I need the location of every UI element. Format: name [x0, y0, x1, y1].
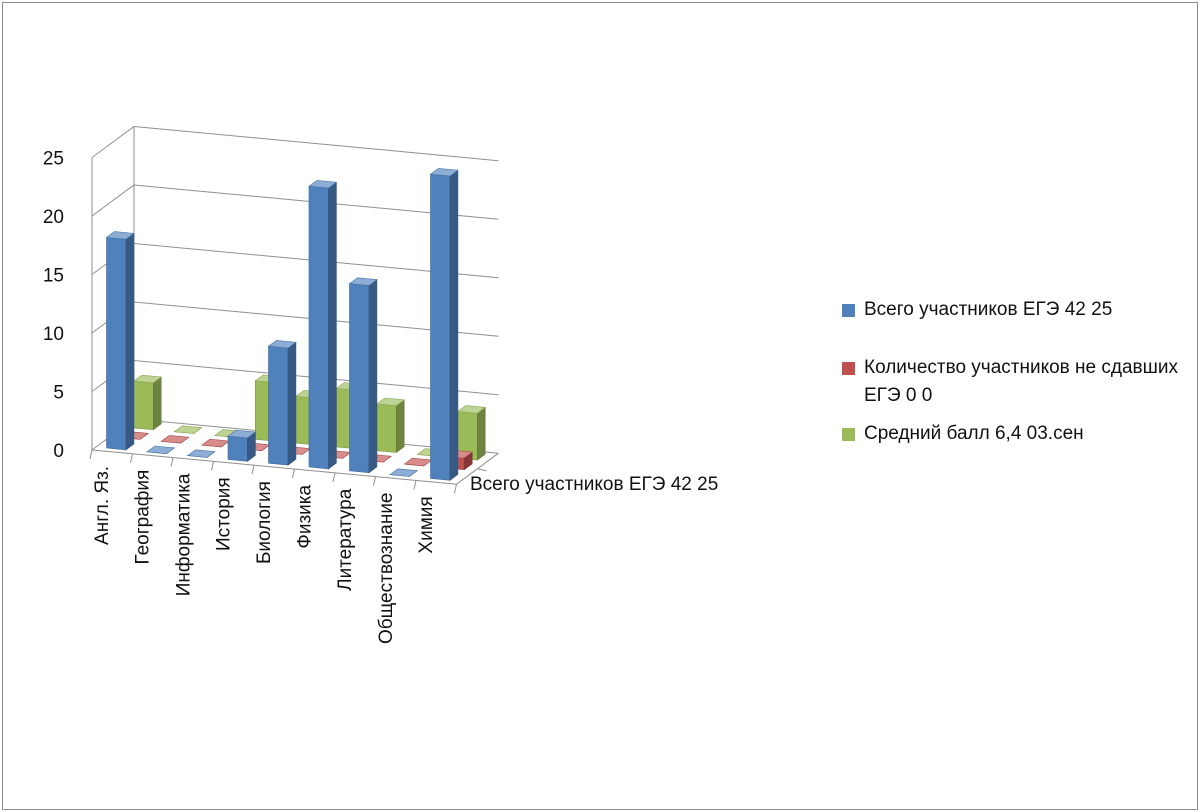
bar-total-7 [389, 468, 419, 477]
legend-item-average: Средний балл 6,4 03.сен [842, 420, 1182, 448]
x-tick-label-5: Физика [295, 484, 316, 548]
y-tick-label-0: 0 [53, 441, 64, 462]
bar-total-8 [429, 168, 459, 481]
x-tick-label-1: География [133, 470, 154, 565]
y-tick-label-5: 25 [43, 149, 64, 170]
x-tick-0 [89, 449, 93, 460]
x-tick-5 [292, 468, 295, 479]
x-tick-label-7: Обществознание [376, 493, 397, 645]
y-tick-label-3: 15 [43, 266, 64, 287]
bar-average-8 [456, 405, 487, 461]
bar-failed-2 [200, 438, 231, 448]
bar-total-6 [348, 277, 378, 474]
x-tick-7 [373, 476, 376, 486]
bar-total-2 [186, 449, 216, 458]
x-tick-1 [130, 453, 133, 463]
legend-label-failed: Количество участников не сдавших ЕГЭ 0 0 [864, 357, 1178, 406]
x-tick-label-4: Биология [254, 481, 275, 564]
bar-average-6 [375, 397, 406, 454]
bar-failed-7 [403, 457, 433, 467]
x-tick-4 [251, 465, 255, 475]
x-tick-2 [170, 457, 174, 467]
x-tick-label-8: Химия [416, 496, 437, 553]
bar-total-4 [267, 340, 297, 466]
y-tick-label-4: 20 [43, 207, 64, 228]
y-tick-label-2: 10 [43, 324, 64, 345]
x-tick-label-6: Литература [335, 488, 356, 591]
x-tick-label-2: Информатика [173, 473, 194, 596]
bar-total-5 [308, 180, 338, 470]
bar-failed-1 [160, 435, 190, 444]
legend-swatch-average [842, 428, 855, 441]
x-tick-8 [413, 480, 417, 490]
depth-axis-label: Всего участников ЕГЭ 42 25 [470, 474, 718, 495]
bar-total-0 [105, 231, 135, 451]
gridline-5 [91, 125, 499, 162]
x-tick-label-3: История [214, 477, 235, 551]
bar-average-1 [173, 425, 203, 434]
x-tick-3 [211, 461, 214, 471]
legend-swatch-total [842, 304, 855, 317]
depth-tick [477, 468, 487, 472]
x-tick-9 [454, 484, 457, 494]
x-tick-6 [332, 472, 336, 482]
x-tick-label-0: Англ. Яз. [92, 466, 113, 545]
legend-swatch-failed [842, 362, 855, 375]
legend-item-failed: Количество участников не сдавших ЕГЭ 0 0 [842, 354, 1182, 410]
bar-total-3 [227, 429, 257, 462]
legend-label-average: Средний балл 6,4 03.сен [864, 423, 1084, 444]
legend-label-total: Всего участников ЕГЭ 42 25 [864, 299, 1113, 320]
legend: Всего участников ЕГЭ 42 25 Количество уч… [842, 296, 1182, 448]
y-tick-label-1: 5 [53, 383, 64, 404]
bar-total-1 [146, 445, 176, 455]
legend-item-total: Всего участников ЕГЭ 42 25 [842, 296, 1182, 324]
bar-average-0 [132, 374, 163, 431]
